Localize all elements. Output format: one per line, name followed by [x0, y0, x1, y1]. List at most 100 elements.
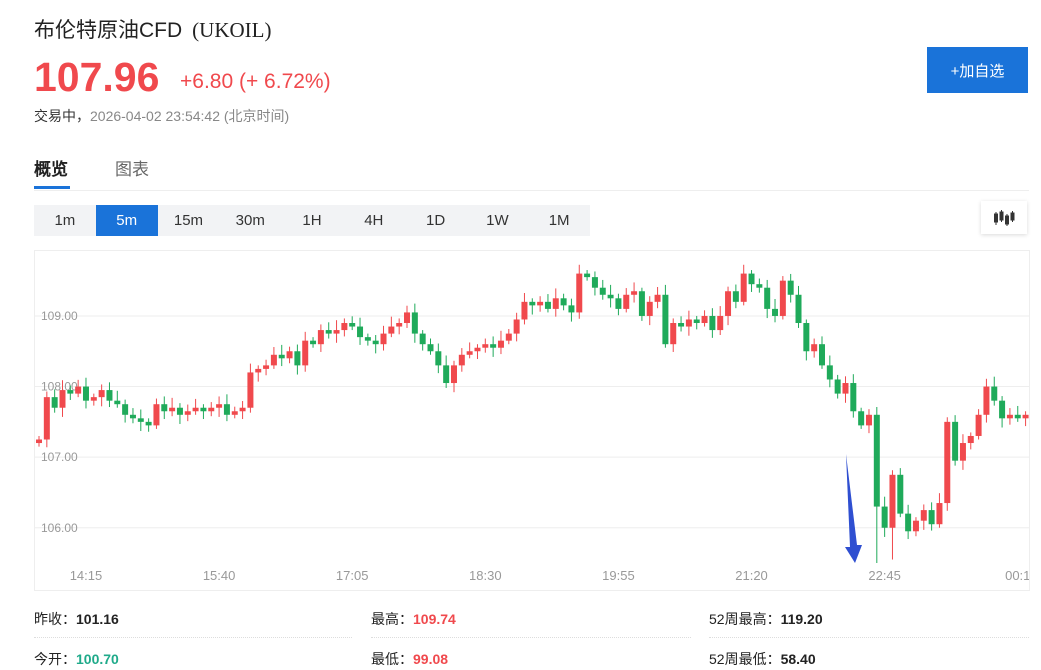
stat-value: 100.70 [76, 651, 119, 667]
candle-body [247, 372, 254, 408]
candle-body [1014, 414, 1021, 419]
price-change: +6.80 (+ 6.72%) [180, 70, 331, 93]
candle-body [740, 273, 747, 302]
stat-high: 最高：109.74 [371, 609, 456, 629]
x-tick-label: 19:55 [602, 568, 635, 583]
candle-body [521, 301, 528, 320]
interval-15m[interactable]: 15m [173, 212, 204, 229]
candle-body [505, 333, 512, 341]
candle-body [975, 414, 982, 436]
candle-body [607, 294, 614, 299]
interval-1mo[interactable]: 1M [548, 212, 570, 229]
candle-body [231, 411, 238, 415]
candle-body [255, 368, 262, 373]
candle-body [552, 298, 559, 309]
candle-body [591, 277, 598, 288]
candle-body [865, 414, 872, 426]
candle-body [176, 407, 183, 415]
candle-body [638, 291, 645, 316]
candle-body [208, 407, 215, 412]
candle-body [75, 386, 82, 394]
stat-value: 99.08 [413, 651, 449, 667]
divider [709, 637, 1029, 638]
candle-body [544, 301, 551, 309]
candle-body [286, 351, 293, 359]
candle-body [161, 404, 168, 412]
candle-body [223, 404, 230, 415]
interval-5m[interactable]: 5m [95, 205, 158, 236]
interval-1h[interactable]: 1H [302, 212, 322, 229]
candle-body [889, 474, 896, 528]
y-tick-label: 109.00 [41, 309, 78, 323]
candle-body [772, 308, 779, 316]
candle-body [826, 365, 833, 380]
divider [371, 637, 691, 638]
x-tick-label: 22:45 [868, 568, 901, 583]
interval-4h[interactable]: 4H [364, 212, 384, 229]
candle-body [122, 404, 129, 415]
candle-body [959, 443, 966, 461]
candle-body [936, 503, 943, 525]
candle-body [43, 397, 50, 440]
candle-body [59, 390, 66, 408]
instrument-title: 布伦特原油CFD (UKOIL) [34, 14, 271, 44]
candle-body [216, 404, 223, 408]
candle-body [732, 291, 739, 302]
candle-body [905, 513, 912, 532]
candle-body [678, 323, 685, 327]
add-watchlist-button[interactable]: +加自选 [927, 47, 1028, 93]
candle-body [576, 273, 583, 313]
candle-body [999, 400, 1006, 419]
candle-body [380, 333, 387, 345]
candle-body [51, 397, 58, 408]
candle-body [897, 474, 904, 514]
candle-body [568, 305, 575, 313]
candle-body [192, 407, 199, 412]
candle-body [184, 411, 191, 415]
candle-body [82, 386, 89, 401]
candle-body [944, 421, 951, 504]
candle-body [701, 315, 708, 324]
candle-body [967, 435, 974, 444]
candlestick-chart[interactable]: 109.00 108.00 107.00 106.00 14:15 15:40 17:05 1… [34, 250, 1030, 591]
interval-1d[interactable]: 1D [425, 212, 446, 229]
candle-body [325, 330, 332, 334]
y-tick-label: 106.00 [41, 521, 78, 535]
stat-label: 52周最高： [709, 611, 781, 627]
candle-body [443, 365, 450, 384]
tab-chart[interactable]: 图表 [115, 160, 149, 179]
divider [34, 637, 352, 638]
candle-body [310, 340, 317, 345]
tab-overview[interactable]: 概览 [34, 160, 68, 179]
candle-body [419, 333, 426, 345]
stat-label: 52周最低： [709, 651, 781, 667]
candle-body [748, 273, 755, 285]
interval-1w[interactable]: 1W [486, 212, 509, 229]
interval-30m[interactable]: 30m [235, 212, 265, 229]
candle-body [90, 397, 97, 401]
candle-body [106, 390, 113, 401]
candle-body [490, 344, 497, 348]
candle-body [145, 421, 152, 426]
candle-body [834, 379, 841, 394]
candle-body [349, 323, 356, 327]
candle-body [920, 510, 927, 521]
stat-label: 最高： [371, 611, 413, 627]
candle-body [396, 323, 403, 327]
divider [34, 190, 1029, 191]
candle-body [497, 340, 504, 348]
candle-body [623, 294, 630, 309]
candle-body [952, 421, 959, 461]
stat-open: 今开：100.70 [34, 649, 119, 669]
candle-body [779, 280, 786, 316]
chart-type-button[interactable] [981, 201, 1027, 234]
candle-body [725, 291, 732, 316]
candle-body [36, 439, 42, 444]
trading-status: 交易中，2026-04-02 23:54:42 (北京时间) [34, 106, 289, 126]
candle-body [842, 383, 849, 394]
candle-body [693, 319, 700, 324]
candle-body [560, 298, 567, 306]
interval-1m[interactable]: 1m [54, 212, 76, 229]
candle-body [717, 315, 724, 331]
candle-body [263, 365, 270, 369]
